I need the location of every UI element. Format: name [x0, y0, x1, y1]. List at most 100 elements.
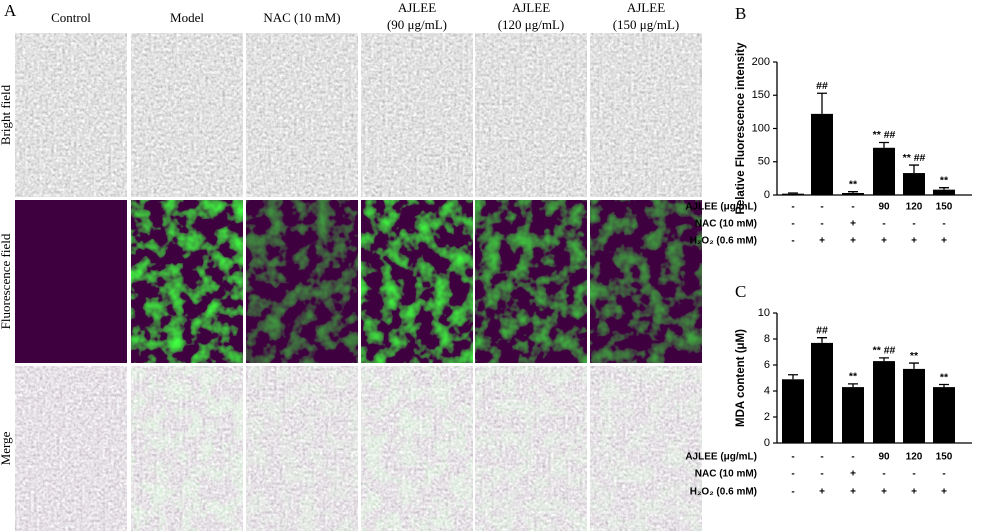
error-bar: [939, 383, 949, 388]
significance-label: **: [849, 178, 858, 190]
column-title: Control: [51, 10, 91, 25]
y-tick-label: 50: [758, 156, 770, 168]
merge-overlay: [131, 366, 243, 531]
treatment-value: 90: [878, 202, 890, 213]
error-bar: [848, 191, 858, 194]
error-bar: [879, 357, 889, 362]
error-bar: [879, 141, 889, 148]
treatment-value: +: [941, 487, 947, 498]
y-tick-label: 100: [752, 122, 770, 134]
bar: [811, 113, 833, 195]
treatment-value: +: [911, 487, 917, 498]
treatment-value: -: [882, 219, 885, 230]
treatment-value: +: [850, 236, 856, 247]
y-tick-label: 4: [764, 385, 770, 397]
treatment-value: -: [912, 469, 915, 480]
error-bar: [939, 187, 949, 190]
y-tick-label: 0: [764, 437, 770, 449]
treatment-value: +: [850, 487, 856, 498]
y-tick-label: 150: [752, 89, 770, 101]
column-title: (150 μg/mL): [613, 17, 680, 32]
y-tick-label: 0: [764, 189, 770, 201]
y-axis-label: MDA content (μM): [735, 329, 747, 427]
bright-image: [361, 33, 473, 197]
bright-image: [131, 33, 243, 197]
treatment-value: -: [820, 202, 823, 213]
fluorescence-image: [15, 200, 127, 363]
y-tick-label: 10: [758, 307, 770, 319]
column-title: (120 μg/mL): [498, 17, 565, 32]
row-title: Fluorescence field: [0, 233, 13, 329]
treatment-value: +: [881, 236, 887, 247]
row-title: Bright field: [0, 84, 13, 145]
significance-label: **: [910, 350, 919, 362]
treatment-value: -: [820, 452, 823, 463]
treatment-value: -: [820, 219, 823, 230]
y-tick-label: 8: [764, 333, 770, 345]
bar: [903, 368, 925, 443]
bar: [782, 193, 804, 195]
column-title: AJLEE: [627, 0, 665, 15]
merge-overlay: [246, 366, 358, 531]
bright-image: [15, 33, 127, 197]
treatment-value: -: [791, 219, 794, 230]
treatment-value: +: [881, 487, 887, 498]
treatment-value: -: [791, 236, 794, 247]
treatment-value: 120: [906, 452, 923, 463]
column-title: NAC (10 mM): [263, 10, 340, 25]
micrographs: [15, 33, 702, 531]
fluorescence-image: [131, 200, 243, 363]
error-bar: [817, 337, 827, 343]
treatment-value: -: [791, 487, 794, 498]
treatment-value: -: [791, 452, 794, 463]
significance-label: ** ##: [873, 129, 896, 141]
treatment-value: +: [941, 236, 947, 247]
error-bar: [848, 383, 858, 388]
bar: [873, 361, 895, 443]
column-title: AJLEE: [512, 0, 550, 15]
merge-overlay: [15, 366, 127, 531]
y-tick-label: 2: [764, 411, 770, 423]
treatment-value: -: [882, 469, 885, 480]
bright-image: [475, 33, 587, 197]
error-bar: [909, 362, 919, 369]
panel-letter: A: [4, 1, 17, 20]
significance-label: ##: [816, 324, 828, 336]
treatment-value: +: [819, 236, 825, 247]
treatment-label: H₂O₂ (0.6 mM): [690, 236, 757, 247]
significance-label: ** ##: [903, 152, 926, 164]
merge-overlay: [475, 366, 587, 531]
error-bar: [788, 374, 798, 380]
significance-label: **: [940, 174, 949, 186]
treatment-value: +: [911, 236, 917, 247]
treatment-value: -: [820, 469, 823, 480]
column-title: AJLEE: [398, 0, 436, 15]
bar: [782, 379, 804, 443]
treatment-value: +: [819, 487, 825, 498]
error-bar: [788, 192, 798, 194]
bar: [933, 387, 955, 443]
treatment-value: -: [851, 452, 854, 463]
treatment-value: 120: [906, 202, 923, 213]
treatment-label: AJLEE (μg/mL): [685, 452, 757, 463]
significance-label: **: [849, 371, 858, 383]
bar: [873, 147, 895, 195]
bright-image: [246, 33, 358, 197]
bright-image: [590, 33, 702, 197]
row-title: Merge: [0, 431, 13, 465]
treatment-label: NAC (10 mM): [695, 219, 757, 230]
y-tick-label: 200: [752, 56, 770, 68]
significance-label: **: [940, 371, 949, 383]
panel-letter: C: [735, 282, 746, 301]
bar: [903, 173, 925, 195]
panel-letter: B: [735, 4, 746, 23]
column-title: (90 μg/mL): [387, 17, 447, 32]
fluorescence-image: [590, 200, 702, 363]
treatment-value: -: [942, 219, 945, 230]
column-title: Model: [170, 10, 204, 25]
treatment-label: AJLEE (μg/mL): [685, 202, 757, 213]
treatment-value: 90: [878, 452, 890, 463]
bar: [842, 193, 864, 195]
treatment-value: -: [791, 202, 794, 213]
